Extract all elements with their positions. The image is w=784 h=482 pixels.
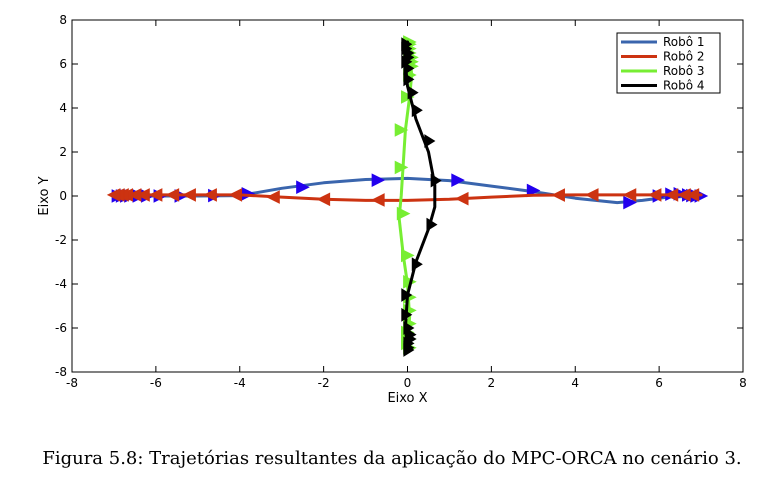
marker-robo-2	[677, 188, 691, 202]
figure-caption: Figura 5.8: Trajetórias resultantes da a…	[42, 448, 742, 469]
marker-robo-4	[407, 85, 419, 100]
x-tick-label: -4	[234, 376, 246, 390]
marker-robo-2	[647, 188, 662, 202]
marker-robo-2	[551, 188, 565, 202]
marker-robo-1	[526, 183, 541, 198]
y-tick-label: 8	[59, 13, 67, 27]
marker-robo-4	[403, 72, 415, 87]
y-tick-label: 0	[59, 189, 67, 203]
marker-robo-1	[623, 195, 637, 210]
marker-robo-2	[685, 188, 700, 202]
marker-robo-2	[228, 188, 243, 202]
marker-robo-4	[401, 288, 413, 302]
marker-robo-3	[396, 206, 411, 221]
x-tick-label: 8	[739, 376, 747, 390]
marker-robo-3	[394, 160, 409, 175]
legend-entry: Robô 3	[663, 64, 705, 78]
x-tick-label: 0	[404, 376, 412, 390]
series-robo-2	[106, 188, 703, 207]
series-layer	[106, 35, 709, 357]
x-tick-label: 6	[655, 376, 663, 390]
legend-entry: Robô 1	[663, 35, 705, 49]
x-tick-label: 4	[571, 376, 579, 390]
y-tick-label: -6	[55, 321, 67, 335]
marker-robo-4	[401, 307, 413, 322]
legend-entry: Robô 4	[663, 79, 705, 93]
marker-robo-2	[148, 188, 163, 202]
marker-robo-2	[165, 188, 180, 202]
y-tick-label: -8	[55, 365, 67, 379]
marker-robo-2	[266, 190, 280, 204]
y-tick-label: -4	[55, 277, 67, 291]
y-tick-label: 2	[59, 145, 67, 159]
x-axis-label: Eixo X	[387, 391, 427, 406]
marker-robo-4	[403, 61, 415, 76]
marker-robo-2	[664, 188, 679, 202]
x-tick-label: 2	[488, 376, 496, 390]
series-robo-4	[401, 37, 442, 357]
marker-robo-4	[426, 217, 438, 232]
marker-robo-4	[411, 103, 423, 118]
marker-robo-2	[454, 191, 469, 206]
x-tick-label: -6	[150, 376, 162, 390]
marker-robo-3	[401, 90, 415, 104]
legend-entry: Robô 2	[663, 50, 705, 64]
marker-robo-2	[371, 193, 385, 207]
marker-robo-3	[401, 248, 415, 263]
trajectory-chart: -8 -6 -4 -2 0 2 4 6 8 -8 -6 -4 -2 0 2 4 6 8 Eixo X Eixo Y…	[37, 13, 747, 406]
marker-robo-2	[127, 188, 142, 202]
marker-robo-4	[411, 257, 423, 272]
marker-robo-1	[371, 173, 386, 187]
marker-robo-2	[203, 188, 217, 202]
marker-robo-2	[584, 188, 599, 202]
marker-robo-2	[136, 188, 150, 202]
marker-robo-3	[394, 123, 409, 137]
marker-robo-4	[430, 173, 442, 188]
marker-robo-4	[403, 343, 415, 357]
y-tick-label: 4	[59, 101, 67, 115]
marker-robo-2	[182, 188, 196, 202]
marker-robo-4	[424, 134, 436, 148]
marker-robo-2	[316, 192, 331, 207]
marker-robo-2	[106, 188, 121, 202]
marker-robo-1	[451, 173, 465, 187]
x-tick-label: -8	[66, 376, 78, 390]
axis-ticks: -8 -6 -4 -2 0 2 4 6 8 -8 -6 -4 -2 0 2 4 6 8	[55, 13, 747, 390]
y-tick-label: -2	[55, 233, 67, 247]
marker-robo-2	[622, 188, 637, 202]
y-axis-label: Eixo Y	[37, 176, 52, 215]
y-tick-label: 6	[59, 57, 67, 71]
x-tick-label: -2	[318, 376, 330, 390]
marker-robo-1	[296, 180, 310, 195]
